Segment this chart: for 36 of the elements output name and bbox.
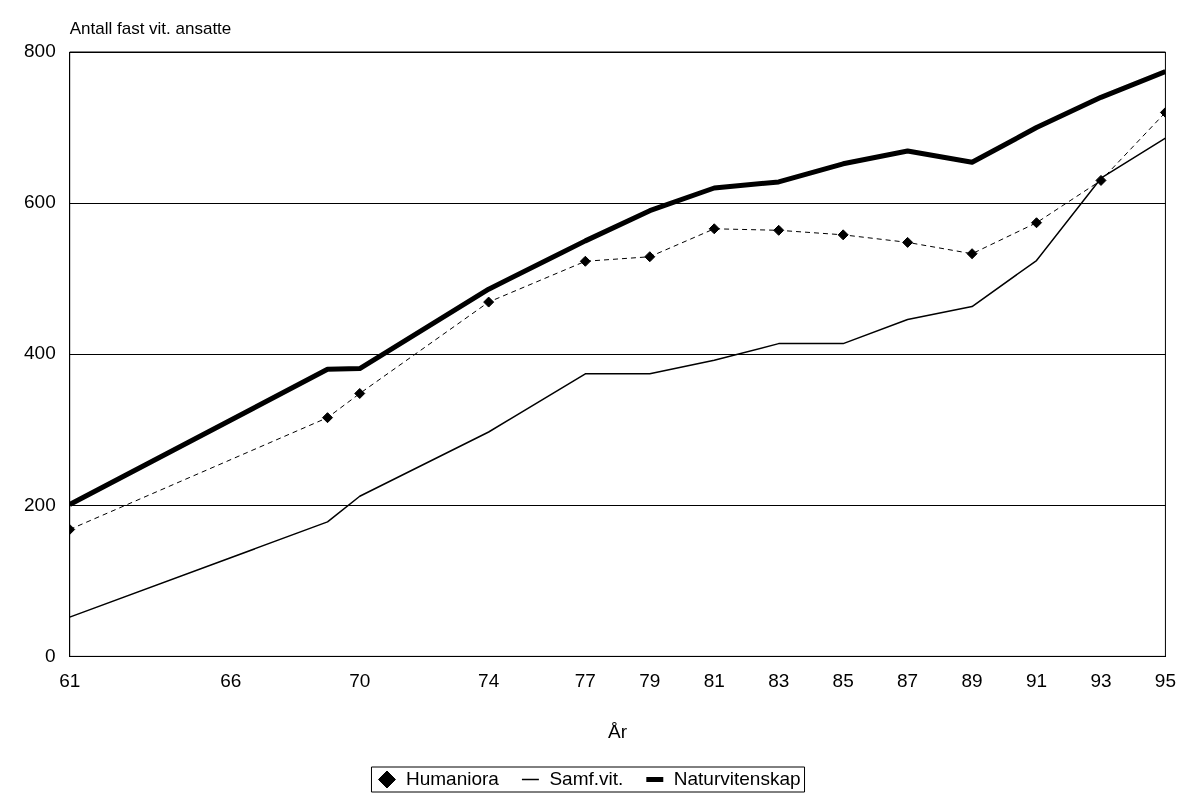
x-tick-label: 81: [703, 670, 725, 692]
x-tick-label: 77: [574, 670, 596, 692]
legend-label: Samf.vit.: [549, 767, 624, 789]
x-tick-label: 79: [639, 670, 661, 692]
point: [902, 236, 914, 248]
x-tick-label: 83: [768, 670, 790, 692]
legend-label: Humaniora: [405, 767, 500, 789]
point: [708, 223, 720, 235]
point: [322, 412, 334, 424]
point: [966, 248, 978, 260]
point: [1031, 217, 1043, 229]
point: [773, 224, 785, 236]
x-tick-label: 89: [961, 670, 983, 692]
x-tick-label: 87: [897, 670, 919, 692]
point: [837, 229, 849, 241]
point: [483, 296, 495, 308]
point: [644, 251, 656, 263]
point: [354, 387, 366, 399]
x-tick-label: 93: [1090, 670, 1112, 692]
x-tick-label: 70: [349, 670, 371, 692]
y-tick-label: 600: [24, 191, 56, 213]
y-tick-label: 800: [24, 40, 56, 62]
point: [579, 255, 591, 267]
x-tick-label: 61: [59, 670, 81, 692]
y-tick-label: 0: [45, 644, 56, 666]
x-tick-label: 66: [220, 670, 242, 692]
y-axis-title: Antall fast vit. ansatte: [69, 19, 232, 39]
point: [1095, 174, 1107, 186]
x-axis-title: År: [608, 720, 628, 742]
legend-label: Naturvitenskap: [673, 767, 801, 789]
x-tick-label: 95: [1154, 670, 1176, 692]
y-tick-label: 200: [24, 493, 56, 515]
y-tick-label: 400: [24, 342, 56, 364]
x-tick-label: 85: [832, 670, 854, 692]
x-tick-label: 74: [478, 670, 500, 692]
x-tick-label: 91: [1025, 670, 1048, 692]
